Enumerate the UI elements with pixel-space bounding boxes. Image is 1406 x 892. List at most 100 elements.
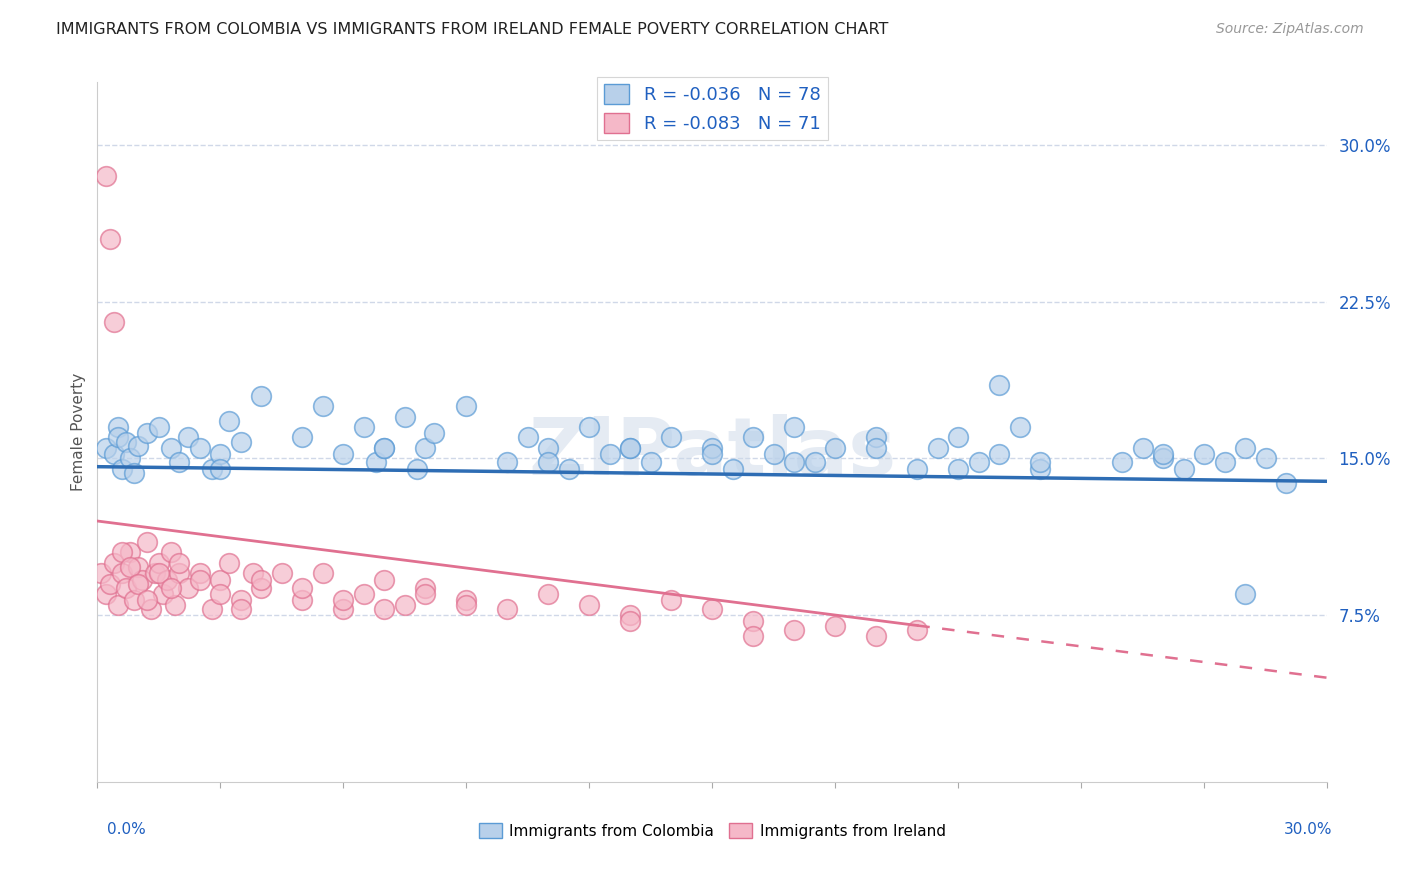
Point: [927, 441, 949, 455]
Point: [1008, 420, 1031, 434]
Point: [131, 573, 153, 587]
Point: [120, 560, 142, 574]
Point: [103, 447, 125, 461]
Point: [169, 455, 191, 469]
Point: [332, 447, 354, 461]
Point: [127, 576, 149, 591]
Point: [742, 629, 765, 643]
Point: [742, 615, 765, 629]
Point: [1029, 462, 1052, 476]
Point: [353, 587, 375, 601]
Point: [558, 462, 581, 476]
Point: [111, 545, 134, 559]
Point: [865, 441, 887, 455]
Point: [127, 439, 149, 453]
Point: [188, 573, 211, 587]
Point: [905, 623, 928, 637]
Y-axis label: Female Poverty: Female Poverty: [72, 373, 86, 491]
Point: [94, 441, 117, 455]
Point: [1234, 441, 1257, 455]
Point: [122, 466, 145, 480]
Point: [152, 587, 174, 601]
Point: [98, 576, 121, 591]
Point: [1194, 447, 1216, 461]
Point: [98, 232, 121, 246]
Point: [148, 420, 170, 434]
Point: [107, 420, 129, 434]
Point: [702, 441, 724, 455]
Point: [94, 587, 117, 601]
Point: [209, 573, 232, 587]
Point: [103, 556, 125, 570]
Point: [94, 169, 117, 184]
Point: [139, 601, 162, 615]
Point: [160, 581, 183, 595]
Point: [115, 581, 138, 595]
Point: [332, 593, 354, 607]
Point: [1275, 476, 1298, 491]
Point: [619, 441, 641, 455]
Point: [250, 389, 273, 403]
Point: [176, 430, 198, 444]
Point: [1152, 447, 1174, 461]
Point: [270, 566, 292, 581]
Point: [201, 462, 224, 476]
Point: [135, 535, 157, 549]
Point: [496, 455, 519, 469]
Point: [176, 581, 198, 595]
Point: [1132, 441, 1154, 455]
Point: [229, 593, 252, 607]
Point: [394, 598, 416, 612]
Point: [865, 430, 887, 444]
Point: [160, 441, 183, 455]
Point: [188, 441, 211, 455]
Point: [148, 566, 170, 581]
Point: [291, 581, 314, 595]
Point: [291, 593, 314, 607]
Point: [156, 573, 179, 587]
Point: [103, 316, 125, 330]
Point: [783, 623, 806, 637]
Point: [599, 447, 621, 461]
Point: [127, 560, 149, 574]
Point: [1152, 451, 1174, 466]
Point: [415, 581, 437, 595]
Point: [188, 566, 211, 581]
Point: [702, 601, 724, 615]
Point: [332, 601, 354, 615]
Point: [824, 618, 846, 632]
Point: [422, 426, 444, 441]
Point: [1234, 587, 1257, 601]
Point: [160, 545, 183, 559]
Point: [394, 409, 416, 424]
Point: [165, 598, 187, 612]
Point: [107, 430, 129, 444]
Point: [209, 447, 232, 461]
Point: [120, 545, 142, 559]
Point: [90, 566, 112, 581]
Point: [456, 598, 478, 612]
Point: [865, 629, 887, 643]
Point: [312, 399, 335, 413]
Point: [242, 566, 264, 581]
Point: [1173, 462, 1195, 476]
Point: [415, 441, 437, 455]
Point: [619, 441, 641, 455]
Point: [721, 462, 744, 476]
Point: [702, 447, 724, 461]
Point: [135, 426, 157, 441]
Legend: R = -0.036   N = 78, R = -0.083   N = 71: R = -0.036 N = 78, R = -0.083 N = 71: [598, 78, 828, 140]
Point: [218, 414, 240, 428]
Point: [988, 447, 1011, 461]
Point: [209, 462, 232, 476]
Point: [537, 587, 560, 601]
Point: [516, 430, 538, 444]
Point: [250, 581, 273, 595]
Point: [1029, 455, 1052, 469]
Point: [366, 455, 388, 469]
Point: [415, 587, 437, 601]
Point: [229, 601, 252, 615]
Point: [619, 608, 641, 623]
Point: [578, 598, 600, 612]
Text: 0.0%: 0.0%: [107, 822, 146, 837]
